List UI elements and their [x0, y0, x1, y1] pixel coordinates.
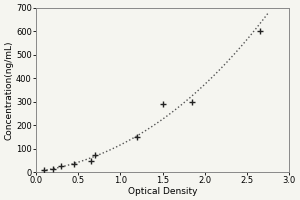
Y-axis label: Concentration(ng/mL): Concentration(ng/mL)	[4, 40, 13, 140]
X-axis label: Optical Density: Optical Density	[128, 187, 197, 196]
